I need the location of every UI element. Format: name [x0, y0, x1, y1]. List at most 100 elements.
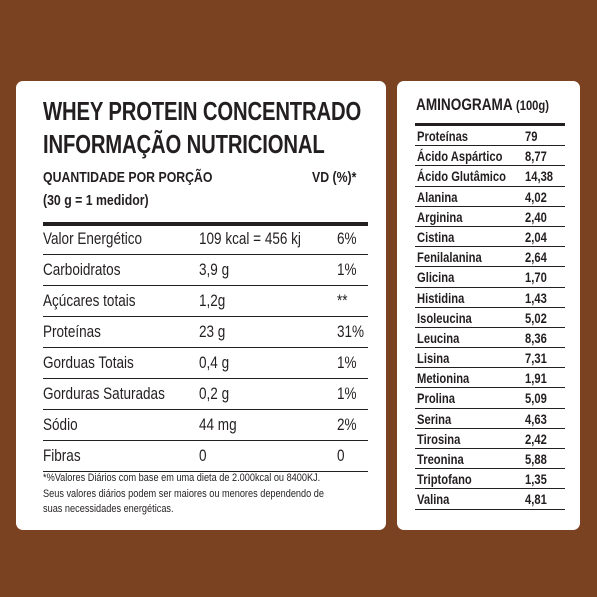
amino-name: Ácido Glutâmico [417, 168, 506, 185]
nutrition-row: Proteínas 23 g 31% [43, 316, 368, 347]
nutrition-row: Açúcares totais 1,2g ** [43, 285, 368, 316]
amino-value: 5,02 [525, 309, 547, 326]
nutrient-amount: 44 mg [199, 416, 237, 434]
nutrient-name: Carboidratos [43, 261, 121, 279]
nutrition-row: Valor Energético 109 kcal = 456 kj 6% [43, 222, 368, 254]
amino-value: 5,88 [525, 451, 547, 467]
nutrient-vd: 1% [337, 354, 357, 372]
amino-name: Prolina [417, 390, 455, 407]
nutrient-name: Valor Energético [43, 230, 143, 248]
amino-value: 7,31 [525, 350, 547, 367]
nutrient-vd: 0 [337, 447, 345, 465]
nutrient-vd: 2% [337, 416, 357, 434]
nutrient-vd: 1% [337, 261, 357, 279]
amino-value: 5,09 [525, 390, 547, 407]
amino-value: 79 [525, 128, 538, 144]
nutrient-vd: 1% [337, 385, 357, 403]
nutrient-name: Proteínas [43, 323, 101, 341]
amino-name: Serina [417, 410, 452, 427]
amino-value: 4,63 [525, 410, 547, 427]
amino-value: 1,70 [525, 269, 547, 286]
nutrition-facts-panel: WHEY PROTEIN CONCENTRADO INFORMAÇÃO NUTR… [16, 81, 386, 530]
amino-row: Alanina 4,02 [415, 185, 565, 206]
amino-value: 1,91 [525, 370, 547, 387]
nutrient-amount: 23 g [199, 323, 226, 341]
nutrient-name: Gorduras Saturadas [43, 385, 165, 403]
nutrient-name: Fibras [43, 447, 81, 465]
amino-row: Serina 4,63 [415, 407, 565, 428]
amino-row: Valina 4,81 [415, 488, 565, 510]
amino-value: 1,43 [525, 289, 547, 306]
nutrient-name: Sódio [43, 416, 78, 434]
amino-value: 2,42 [525, 430, 547, 447]
amino-name: Triptofano [417, 471, 472, 488]
amino-row: Ácido Aspártico 8,77 [415, 145, 565, 165]
nutrient-vd: 31% [337, 323, 365, 341]
amino-row: Histidina 1,43 [415, 286, 565, 307]
amino-value: 4,02 [525, 188, 547, 205]
vd-header: VD (%)* [312, 169, 357, 186]
amino-value: 1,35 [525, 471, 547, 488]
amino-row: Metionina 1,91 [415, 367, 565, 387]
amino-value: 2,64 [525, 249, 547, 266]
nutrient-amount: 1,2g [199, 292, 226, 310]
amino-name: Isoleucina [417, 309, 472, 326]
amino-name: Metionina [417, 370, 470, 387]
amino-name: Ácido Aspártico [417, 148, 503, 165]
amino-name: Leucina [417, 329, 460, 346]
nutrient-name: Gorduas Totais [43, 354, 134, 372]
nutrition-row: Gorduras Saturadas 0,2 g 1% [43, 378, 368, 409]
amino-name: Histidina [417, 289, 465, 306]
serving-label: QUANTIDADE POR PORÇÃO [43, 169, 213, 186]
amino-row: Lisina 7,31 [415, 347, 565, 367]
amino-row: Triptofano 1,35 [415, 468, 565, 488]
amino-row: Glicina 1,70 [415, 266, 565, 286]
aminogram-title: AMINOGRAMA (100g) [416, 95, 549, 115]
amino-name: Tirosina [417, 430, 461, 447]
amino-value: 2,40 [525, 208, 547, 225]
nutrient-amount: 3,9 g [199, 261, 230, 279]
amino-name: Treonina [417, 451, 464, 467]
nutrition-row: Carboidratos 3,9 g 1% [43, 254, 368, 285]
amino-row: Tirosina 2,42 [415, 427, 565, 448]
amino-row: Treonina 5,88 [415, 448, 565, 468]
nutrient-amount: 0,4 g [199, 354, 230, 372]
aminogram-unit: (100g) [515, 97, 549, 113]
nutrient-name: Açúcares totais [43, 292, 136, 310]
amino-name: Alanina [417, 188, 458, 205]
amino-name: Fenilalanina [417, 249, 482, 266]
footnote-line: *%Valores Diários com base em uma dieta … [43, 472, 321, 484]
amino-row: Proteínas 79 [415, 123, 565, 145]
amino-row: Leucina 8,36 [415, 326, 565, 347]
amino-row: Arginina 2,40 [415, 205, 565, 226]
nutrient-vd: ** [337, 292, 348, 310]
footnote-line: suas necessidades energéticas. [43, 503, 174, 515]
nutrient-amount: 0 [199, 447, 207, 465]
amino-name: Arginina [417, 208, 463, 225]
nutrition-title: INFORMAÇÃO NUTRICIONAL [43, 129, 325, 159]
footnote-line: Seus valores diários podem ser maiores o… [43, 487, 324, 500]
amino-row: Cistina 2,04 [415, 225, 565, 246]
product-title: WHEY PROTEIN CONCENTRADO [43, 96, 362, 126]
aminogram-panel: AMINOGRAMA (100g) Proteínas 79 Ácido Aspá… [397, 81, 580, 530]
amino-row: Prolina 5,09 [415, 387, 565, 407]
amino-value: 8,77 [525, 148, 547, 165]
amino-row: Isoleucina 5,02 [415, 306, 565, 327]
aminogram-table: Proteínas 79 Ácido Aspártico 8,77 Ácido Gl… [415, 123, 565, 510]
amino-value: 8,36 [525, 329, 547, 346]
amino-name: Lisina [417, 350, 450, 367]
nutrient-amount: 109 kcal = 456 kj [199, 230, 301, 248]
amino-row: Fenilalanina 2,64 [415, 246, 565, 266]
amino-row: Ácido Glutâmico 14,38 [415, 165, 565, 185]
serving-size: (30 g = 1 medidor) [43, 192, 149, 209]
amino-name: Proteínas [417, 128, 469, 144]
amino-value: 4,81 [525, 491, 547, 508]
amino-name: Valina [417, 491, 450, 508]
nutrient-vd: 6% [337, 230, 357, 248]
amino-value: 14,38 [525, 168, 554, 185]
amino-name: Glicina [417, 269, 455, 286]
amino-value: 2,04 [525, 228, 547, 245]
amino-name: Cistina [417, 228, 455, 245]
nutrition-row: Sódio 44 mg 2% [43, 409, 368, 440]
nutrient-amount: 0,2 g [199, 385, 230, 403]
